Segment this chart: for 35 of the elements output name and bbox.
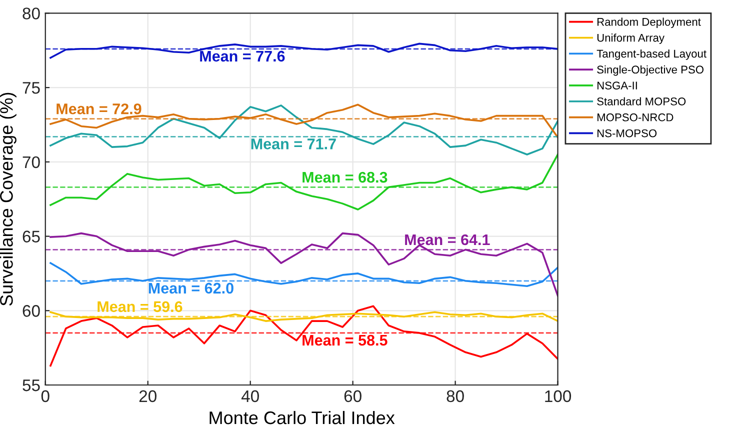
x-tick-label: 80 <box>446 390 464 402</box>
line-series <box>50 311 558 322</box>
y-tick-label: 55 <box>22 380 40 392</box>
y-tick-label: 75 <box>22 82 40 94</box>
y-tick-label: 65 <box>22 230 40 242</box>
ref-line-label: Mean = 77.6 <box>200 50 285 62</box>
x-tick-label: 60 <box>344 390 362 402</box>
line-series <box>50 104 558 156</box>
x-axis-title: Monte Carlo Trial Index <box>210 410 395 424</box>
ref-line-label: Mean = 62.0 <box>148 282 234 294</box>
legend-label: Standard MOPSO <box>597 97 686 106</box>
x-tick-label: 20 <box>139 390 156 402</box>
ref-line-label: Mean = 59.6 <box>98 301 182 312</box>
ref-line-label: Mean = 58.5 <box>302 334 388 346</box>
legend-label: Uniform Array <box>597 34 664 44</box>
ref-line-label: Mean = 72.9 <box>56 103 142 114</box>
ref-line-label: Mean = 71.7 <box>251 138 336 150</box>
line-series <box>50 232 558 297</box>
legend-label: MOPSO-NRCD <box>597 113 674 122</box>
line-series <box>50 104 558 138</box>
legend-label: NSGA-II <box>597 82 637 90</box>
legend-label: Random Deployment <box>597 18 701 28</box>
y-tick-label: 80 <box>22 8 40 20</box>
y-tick-label: 60 <box>22 305 40 317</box>
legend-label: Single-Objective PSO <box>597 65 704 76</box>
ref-line-label: Mean = 64.1 <box>405 234 490 246</box>
x-tick-label: 100 <box>545 390 572 402</box>
y-tick-label: 70 <box>22 156 40 168</box>
y-axis-title: Surveillance Coverage (%) <box>0 92 16 306</box>
legend-label: NS-MOPSO <box>597 129 657 138</box>
line-series <box>50 154 558 210</box>
legend-label: Tangent-based Layout <box>596 49 706 60</box>
x-tick-label: 0 <box>41 390 50 402</box>
x-tick-label: 40 <box>241 390 259 402</box>
ref-line-label: Mean = 68.3 <box>302 172 388 183</box>
